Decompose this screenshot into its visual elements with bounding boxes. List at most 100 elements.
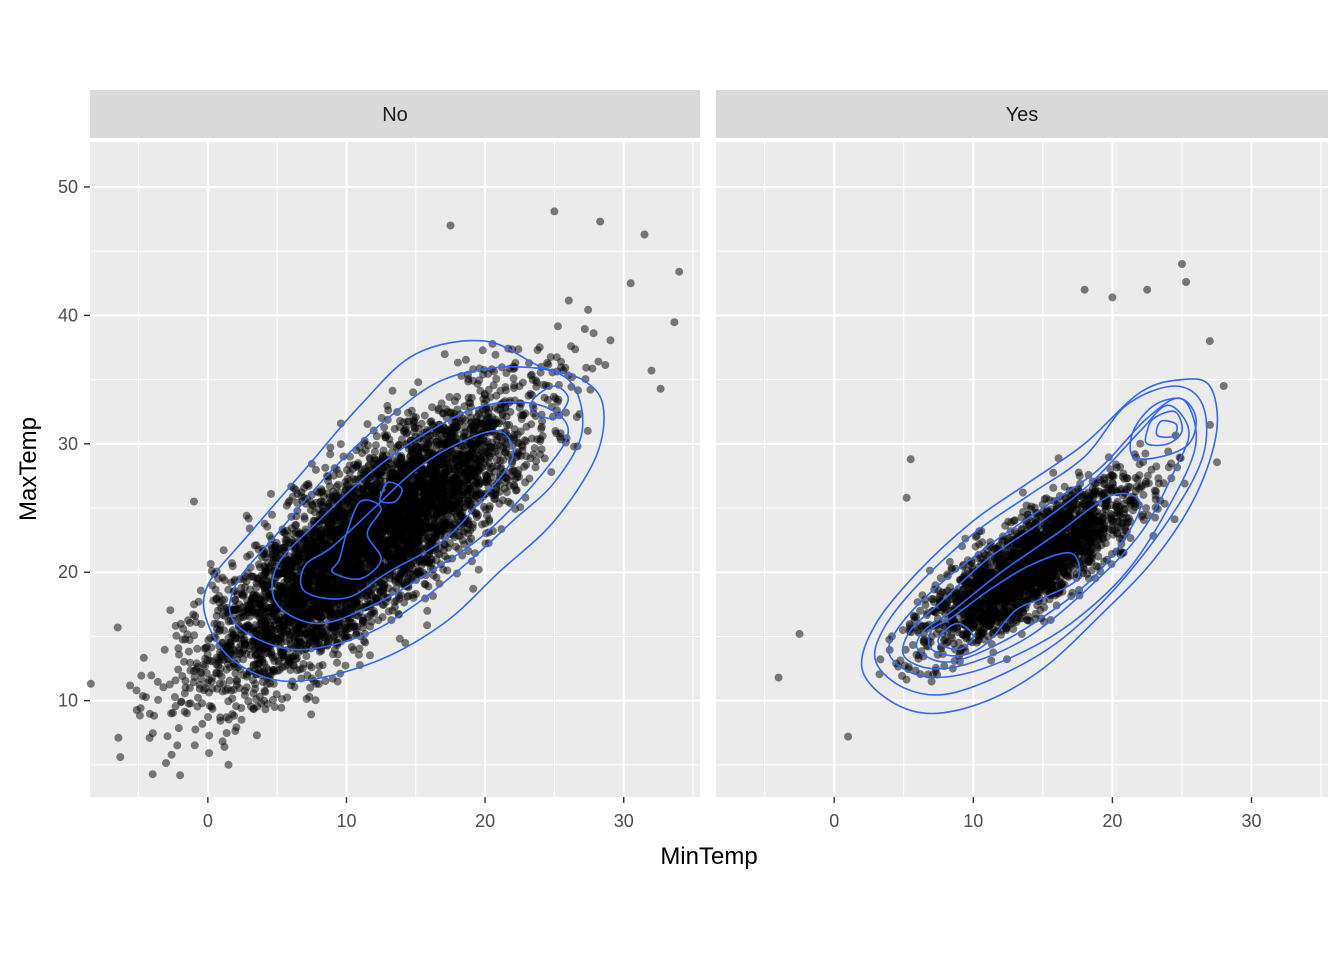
data-point (521, 478, 530, 487)
data-point (427, 555, 436, 564)
data-point (174, 644, 183, 653)
data-point (181, 677, 190, 685)
data-point (369, 488, 378, 497)
data-point (601, 361, 610, 369)
data-point (287, 681, 295, 690)
strip-label-no: No (382, 104, 408, 126)
data-point (553, 397, 562, 406)
data-point (299, 659, 308, 668)
data-point (414, 378, 423, 387)
data-point (366, 651, 374, 660)
data-point (426, 418, 435, 427)
data-point (292, 626, 301, 635)
data-point (147, 671, 156, 680)
data-point (379, 446, 388, 455)
data-point (260, 595, 269, 604)
data-point (522, 452, 531, 461)
data-point (215, 679, 224, 688)
data-point (380, 423, 389, 432)
data-point (241, 611, 250, 620)
data-point (445, 393, 454, 401)
data-point (252, 731, 261, 740)
data-point (326, 450, 335, 459)
data-point (503, 475, 512, 484)
data-point (429, 471, 438, 480)
data-point (341, 661, 350, 670)
data-point (321, 463, 330, 472)
data-point (386, 548, 395, 557)
data-point (332, 482, 341, 491)
data-point (207, 702, 216, 711)
data-point (504, 497, 513, 506)
data-point (543, 358, 552, 367)
data-point (505, 420, 514, 429)
data-point (588, 364, 597, 373)
data-point (272, 615, 281, 624)
data-point (395, 634, 404, 643)
data-point (318, 627, 327, 636)
data-point (132, 686, 141, 695)
data-point (497, 525, 506, 534)
data-point (332, 465, 341, 474)
data-point (224, 760, 233, 769)
data-point (670, 318, 679, 327)
data-point (167, 750, 176, 759)
data-point (468, 523, 477, 532)
data-point (513, 448, 522, 456)
data-point (372, 432, 381, 441)
data-point (314, 679, 323, 688)
data-point (307, 710, 316, 719)
data-point (326, 588, 335, 597)
data-point (358, 616, 367, 625)
data-point (170, 693, 179, 701)
data-point (501, 448, 510, 457)
data-point (222, 729, 231, 737)
data-point (237, 640, 246, 648)
data-point (333, 650, 342, 659)
data-point (193, 644, 202, 653)
data-point (435, 550, 444, 559)
data-point (352, 602, 361, 611)
data-point (390, 598, 399, 606)
data-point (218, 573, 227, 582)
data-point (333, 658, 341, 667)
data-point (245, 524, 254, 533)
data-point (532, 382, 541, 391)
data-point (190, 631, 199, 640)
data-point (249, 572, 258, 581)
data-point (388, 386, 397, 395)
data-point (489, 381, 498, 390)
data-point (509, 374, 518, 383)
data-point (371, 441, 380, 450)
data-point (358, 481, 367, 490)
data-point (204, 713, 213, 721)
data-point (485, 414, 494, 423)
data-point (116, 753, 125, 762)
data-point (360, 564, 368, 573)
data-point (232, 702, 241, 711)
data-point (224, 585, 233, 594)
data-point (453, 569, 461, 578)
data-point (412, 589, 420, 598)
data-point (224, 697, 233, 706)
data-point (514, 345, 523, 354)
data-point (86, 679, 95, 688)
data-point (174, 665, 183, 674)
data-point (293, 539, 302, 547)
data-point (297, 492, 306, 501)
data-point (522, 422, 531, 431)
data-point (180, 657, 189, 666)
data-point (400, 598, 409, 607)
data-point (530, 444, 539, 453)
data-point (536, 437, 545, 445)
data-point (311, 696, 320, 705)
data-point (473, 510, 482, 519)
data-point (454, 470, 462, 479)
data-point (184, 647, 193, 656)
data-point (242, 511, 251, 520)
data-point (189, 610, 198, 619)
data-point (139, 653, 148, 662)
data-point (261, 705, 270, 714)
data-point (363, 420, 372, 429)
data-point (512, 486, 520, 495)
